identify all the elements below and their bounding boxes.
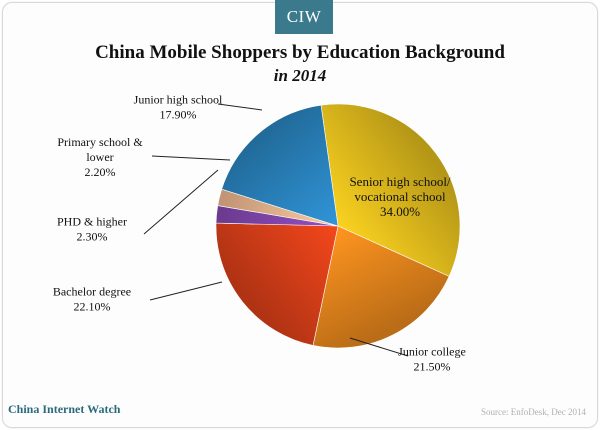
slice-value-junior-college: 21.50%: [414, 359, 451, 373]
slice-value-phd-higher: 2.30%: [77, 229, 108, 243]
slice-label-primary-school-lower-0: Primary school &: [57, 135, 143, 149]
slice-label-junior-college-0: Junior college: [398, 344, 466, 358]
slice-label-senior-high-school-vocational-school-1: vocational school: [354, 189, 446, 204]
leader-line-phd-higher: [143, 169, 219, 235]
slice-value-senior-high-school-vocational-school: 34.00%: [380, 204, 420, 219]
slice-label-phd-higher-0: PHD & higher: [57, 214, 127, 228]
ciw-logo-badge: CIW: [275, 0, 333, 34]
leader-line-primary-school-lower: [151, 155, 231, 161]
pie-slice-senior-high-school-vocational-school: [320, 103, 461, 277]
leader-line-junior-high-school: [217, 103, 263, 111]
pie-slice-junior-high-school: [221, 104, 339, 227]
pie-slices: [215, 103, 461, 349]
slice-value-junior-high-school: 17.90%: [160, 107, 197, 121]
slice-value-bachelor-degree: 22.10%: [74, 299, 111, 313]
pie-slice-junior-college: [312, 225, 450, 349]
chart-subtitle: in 2014: [273, 66, 327, 85]
pie-slice-bachelor-degree: [215, 222, 339, 346]
slice-label-primary-school-lower-1: lower: [86, 150, 113, 164]
source-note: Source: EnfoDesk, Dec 2014: [481, 407, 586, 417]
slice-label-bachelor-degree-0: Bachelor degree: [53, 284, 131, 298]
leader-line-bachelor-degree: [149, 281, 223, 301]
slice-value-primary-school-lower: 2.20%: [85, 165, 116, 179]
leader-lines: [143, 103, 409, 357]
slice-label-senior-high-school-vocational-school-0: Senior high school/: [349, 174, 450, 189]
chart-title: China Mobile Shoppers by Education Backg…: [95, 42, 505, 63]
brand-footer: China Internet Watch: [8, 402, 121, 416]
slice-label-junior-high-school-0: Junior high school: [134, 92, 223, 106]
slice-labels: Senior high school/vocational school34.0…: [53, 92, 466, 373]
leader-line-junior-college: [349, 337, 409, 357]
